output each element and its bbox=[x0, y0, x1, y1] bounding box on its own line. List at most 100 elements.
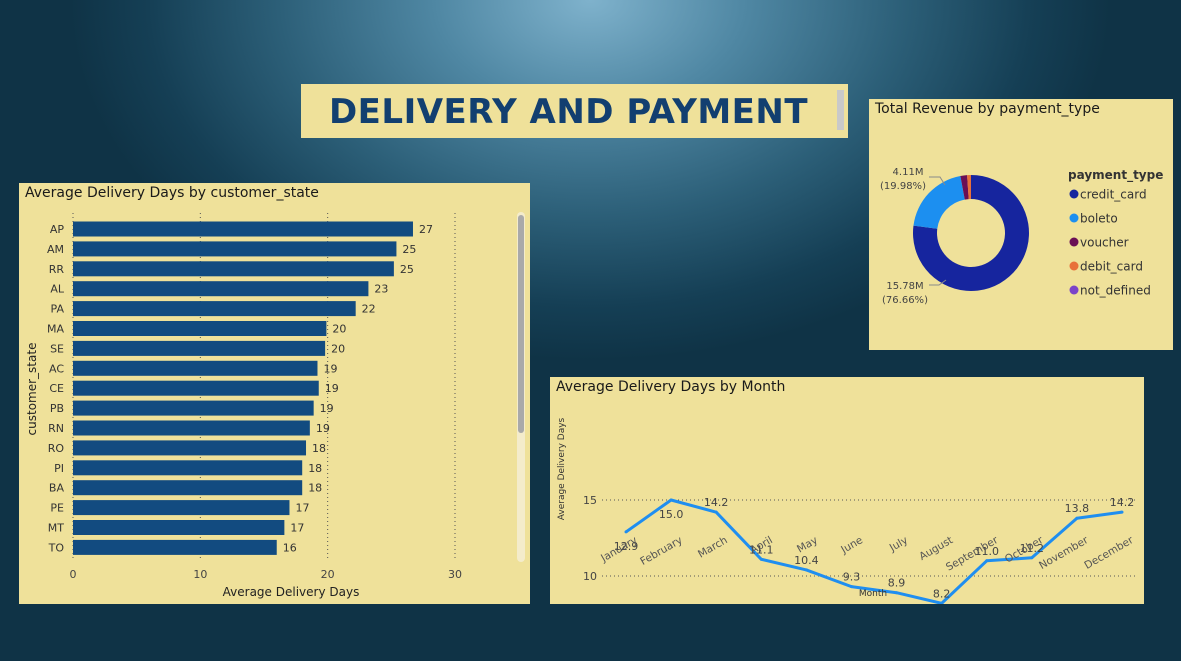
legend-item: debit_card bbox=[1080, 260, 1143, 274]
legend-marker bbox=[1069, 237, 1079, 247]
y-tick-label: PA bbox=[51, 303, 65, 316]
data-label: 11.2 bbox=[1020, 542, 1044, 555]
bar bbox=[73, 380, 319, 396]
bar bbox=[73, 460, 303, 476]
data-label: 19 bbox=[320, 402, 334, 415]
data-label: 22 bbox=[362, 303, 376, 316]
data-point bbox=[940, 601, 944, 604]
legend-title: payment_type bbox=[1068, 168, 1163, 183]
y-tick-label: BA bbox=[49, 482, 65, 495]
bar bbox=[73, 440, 307, 456]
y-tick-label: MA bbox=[47, 323, 64, 336]
data-label: 13.8 bbox=[1065, 502, 1090, 515]
legend-marker bbox=[1069, 285, 1079, 295]
data-label: 11.0 bbox=[974, 545, 999, 558]
y-tick-label: MT bbox=[48, 522, 64, 535]
bar bbox=[73, 261, 394, 277]
data-point bbox=[624, 530, 628, 534]
data-point bbox=[1120, 510, 1124, 514]
x-tick-label: 0 bbox=[70, 568, 77, 581]
donut-slice bbox=[913, 175, 965, 229]
data-label: 8.2 bbox=[933, 587, 951, 600]
bar bbox=[73, 281, 369, 297]
x-tick-label: August bbox=[917, 534, 955, 563]
donut-chart-panel: Total Revenue by payment_type 4.11M (19.9… bbox=[869, 99, 1173, 350]
slice-label-percent: (76.66%) bbox=[882, 295, 928, 306]
y-tick-label: PE bbox=[50, 502, 64, 515]
y-tick-label: SE bbox=[50, 342, 64, 355]
y-tick-label: AP bbox=[50, 223, 65, 236]
bar bbox=[73, 360, 318, 376]
data-label: 20 bbox=[332, 323, 346, 336]
line-chart: 10 15 12.9 15.0 14.2 11.1 10.4 9.3 8.9 8.2 11.0 11.… bbox=[557, 417, 1138, 604]
data-label: 27 bbox=[419, 223, 433, 236]
title-banner: DELIVERY AND PAYMENT bbox=[301, 84, 848, 138]
label-leader-line bbox=[929, 279, 947, 286]
x-tick-label: November bbox=[1037, 534, 1091, 572]
x-tick-label: July bbox=[887, 534, 910, 554]
data-label: 8.9 bbox=[888, 577, 906, 590]
data-label: 14.2 bbox=[704, 496, 729, 509]
line-chart-panel: Average Delivery Days by Month 10 15 12.9 1… bbox=[550, 377, 1144, 604]
data-label: 23 bbox=[374, 283, 388, 296]
slice-label-percent: (19.98%) bbox=[880, 181, 926, 192]
data-label: 17 bbox=[290, 522, 304, 535]
label-leader-line bbox=[929, 176, 946, 186]
data-label: 10.4 bbox=[794, 554, 819, 567]
bar-chart: 0 10 20 30 AP 27 AM 25 RR 25 AL 23 PA 22 MA 20 SE 20 AC 19 C… bbox=[25, 213, 462, 599]
data-label: 14.2 bbox=[1110, 496, 1135, 509]
data-label: 19 bbox=[325, 382, 339, 395]
donut-slice bbox=[913, 175, 1029, 291]
data-point bbox=[804, 568, 808, 572]
line-chart-title: Average Delivery Days by Month bbox=[556, 379, 786, 395]
legend-marker bbox=[1069, 213, 1079, 223]
data-point bbox=[714, 510, 718, 514]
data-point bbox=[849, 585, 853, 589]
data-point bbox=[1030, 556, 1034, 560]
bar-chart-panel: Average Delivery Days by customer_state … bbox=[19, 183, 530, 604]
data-point bbox=[759, 557, 763, 561]
data-point bbox=[669, 498, 673, 502]
y-tick-label: RN bbox=[48, 422, 64, 435]
y-tick-label: 10 bbox=[583, 570, 597, 583]
y-tick-label: RR bbox=[49, 263, 65, 276]
bar bbox=[73, 241, 397, 257]
data-point bbox=[985, 559, 989, 563]
data-label: 17 bbox=[295, 502, 309, 515]
y-tick-label: RO bbox=[48, 442, 65, 455]
legend-marker bbox=[1069, 261, 1079, 271]
x-tick-label: February bbox=[638, 534, 684, 568]
legend-item: boleto bbox=[1080, 212, 1118, 226]
y-tick-label: AC bbox=[49, 362, 64, 375]
y-tick-label: TO bbox=[48, 541, 65, 554]
x-axis-title: Average Delivery Days bbox=[223, 585, 360, 599]
y-axis-title: Average Delivery Days bbox=[557, 417, 567, 520]
donut-chart: 4.11M (19.98%) 15.78M (76.66%) payment_typec… bbox=[880, 167, 1163, 306]
x-tick-label: 10 bbox=[193, 568, 207, 581]
donut-slice bbox=[960, 175, 969, 200]
x-tick-label: December bbox=[1082, 534, 1136, 572]
x-tick-label: May bbox=[795, 534, 820, 555]
slice-label-value: 15.78M bbox=[886, 281, 923, 292]
data-label: 25 bbox=[400, 263, 414, 276]
bar-chart-scrollbar-thumb[interactable] bbox=[518, 215, 524, 433]
data-label: 18 bbox=[308, 462, 322, 475]
data-label: 11.1 bbox=[749, 543, 774, 556]
data-label: 9.3 bbox=[843, 571, 861, 584]
data-label: 19 bbox=[323, 362, 337, 375]
data-label: 20 bbox=[331, 342, 345, 355]
donut-slice bbox=[967, 175, 971, 200]
y-tick-label: AL bbox=[50, 283, 65, 296]
slice-label-value: 4.11M bbox=[893, 167, 924, 178]
bar bbox=[73, 301, 356, 317]
bar bbox=[73, 221, 413, 237]
x-tick-label: 20 bbox=[321, 568, 335, 581]
x-tick-label: June bbox=[838, 534, 865, 556]
bar bbox=[73, 321, 327, 336]
x-tick-label: March bbox=[696, 534, 730, 560]
bar bbox=[73, 520, 285, 535]
legend-item: not_defined bbox=[1080, 284, 1151, 298]
legend-item: voucher bbox=[1080, 236, 1129, 250]
title-scrollbar[interactable] bbox=[837, 90, 844, 130]
data-label: 15.0 bbox=[659, 508, 684, 521]
